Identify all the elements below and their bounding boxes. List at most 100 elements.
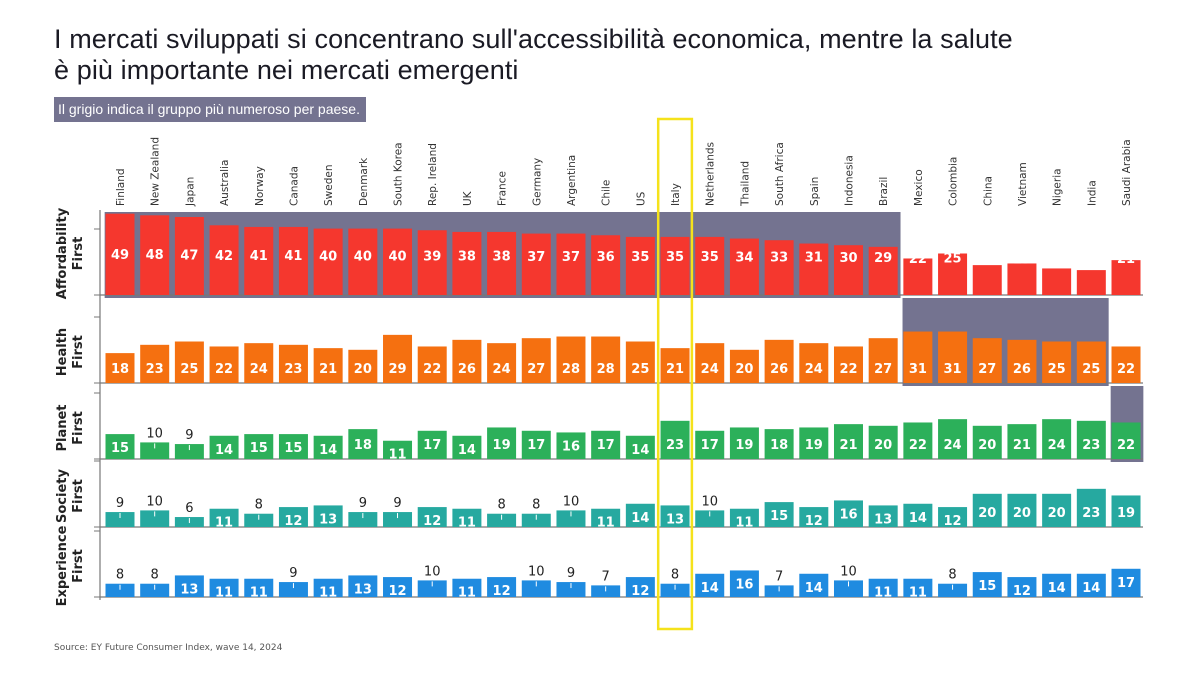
bar [174,444,204,459]
bar [972,425,1002,459]
bar [833,580,863,597]
country-label: Germany [531,158,543,206]
data-label: 25 [944,252,962,267]
bar [1007,493,1037,527]
country-label: Brazil [878,177,890,206]
data-label: 13 [666,512,684,527]
bar [487,427,517,459]
data-label: 14 [805,581,823,596]
data-label: 12 [944,514,962,529]
data-label: 40 [388,249,406,264]
bar [417,580,447,597]
data-label: 28 [562,362,580,377]
data-label: 22 [423,362,441,377]
data-label: 9 [393,496,401,511]
bar [833,346,863,383]
data-label: 22 [1117,438,1135,453]
bar [244,226,274,295]
data-label: 25 [1048,362,1066,377]
bar [521,430,551,459]
bar [417,230,447,295]
data-label: 18 [111,362,129,377]
bar [729,508,759,527]
data-label: 12 [1013,584,1031,599]
data-label: 13 [319,512,337,527]
bar [1111,346,1141,383]
bar [1042,268,1072,295]
bar [383,577,413,597]
data-label: 9 [185,428,193,443]
data-label: 16 [562,439,580,454]
bar [383,228,413,295]
bar [556,432,586,459]
data-label: 8 [497,498,505,513]
bar [591,430,621,459]
data-label: 16 [735,577,753,592]
bar [625,341,655,383]
bar [556,336,586,383]
data-label: 21 [1013,438,1031,453]
data-label: 14 [215,443,233,458]
bar [868,578,898,597]
data-label: 18 [770,438,788,453]
bar [625,577,655,597]
data-label: 10 [146,426,163,441]
data-label: 38 [458,250,476,265]
bar [1076,488,1106,527]
bar [1007,263,1037,295]
data-label: 24 [250,362,268,377]
bar [1042,341,1072,383]
bar [695,430,725,459]
country-label: South Korea [393,142,405,206]
country-label: Nigeria [1052,168,1064,206]
bar [660,505,690,527]
bar [348,429,378,459]
bar [348,575,378,597]
bar [313,228,343,295]
data-label: 17 [1117,576,1135,591]
data-label: 42 [215,249,233,264]
bar [695,510,725,527]
data-label: 13 [354,582,372,597]
data-label: 8 [255,498,263,513]
data-label: 48 [146,248,164,263]
data-label: 31 [944,362,962,377]
data-label: 16 [839,507,857,522]
bar [487,577,517,597]
data-label: 11 [458,586,476,601]
data-label: 19 [1013,253,1031,268]
country-label: Argentina [566,155,578,206]
country-label: Indonesia [843,155,855,206]
data-label: 22 [909,438,927,453]
data-label: 31 [909,362,927,377]
data-label: 36 [597,250,615,265]
data-label: 12 [805,514,823,529]
series-row-label: SocietyFirst [55,468,86,522]
country-label: India [1086,180,1098,206]
data-label: 41 [284,249,302,264]
data-label: 38 [493,250,511,265]
bar [105,213,135,295]
data-label: 8 [948,568,956,583]
bar [972,572,1002,597]
bar [521,513,551,527]
bar [313,348,343,383]
data-label: 35 [631,250,649,265]
bar [1042,419,1072,459]
data-label: 11 [388,448,406,463]
data-label: 14 [631,511,649,526]
data-label: 22 [839,362,857,377]
bar [660,420,690,459]
data-label: 40 [354,249,372,264]
bar [417,507,447,527]
bar [695,236,725,295]
bar [695,573,725,597]
bar [105,583,135,597]
bar [278,582,308,597]
bar [556,510,586,527]
bar [209,225,239,295]
data-label: 24 [493,362,511,377]
data-label: 26 [1013,362,1031,377]
data-label: 41 [250,249,268,264]
bar [868,246,898,295]
